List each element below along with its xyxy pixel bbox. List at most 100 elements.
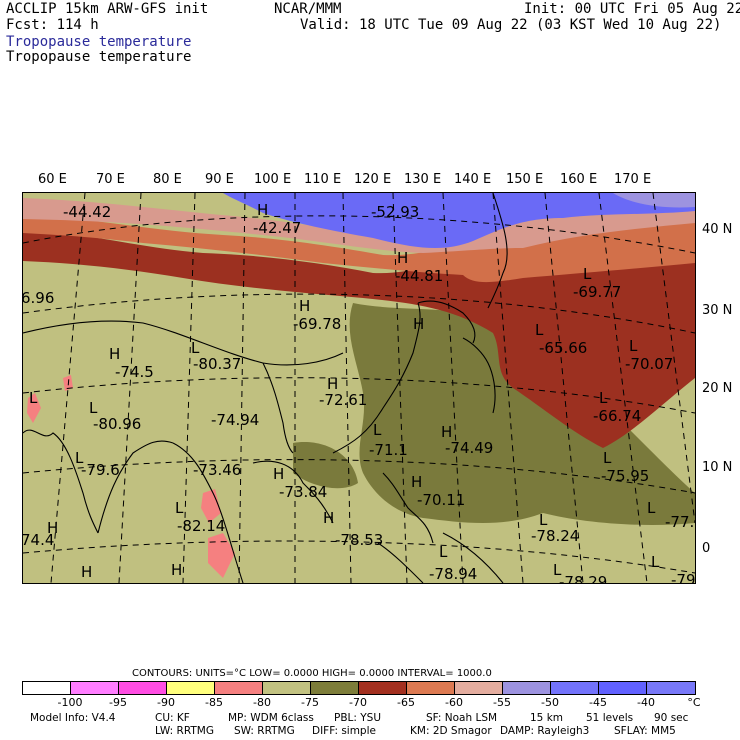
map-label: -42.47 (253, 219, 302, 237)
map-marker-l: L (583, 265, 592, 283)
graticule-lines (23, 193, 695, 583)
field-red-band (23, 228, 695, 448)
map-marker-h: H (171, 561, 183, 579)
init-time: Init: 00 UTC Fri 05 Aug 22 (524, 1, 740, 17)
map-marker-l: L (191, 339, 200, 357)
lon-label-140e: 140 E (454, 172, 492, 187)
map-marker-h: H (441, 423, 453, 441)
map-marker-l: L (599, 389, 608, 407)
footer-sw: SW: RRTMG (234, 725, 295, 737)
color-bar (22, 681, 696, 695)
colorbar-tick: -95 (109, 696, 127, 709)
map-label: -80.37 (193, 355, 242, 373)
map-label: -74.94 (211, 411, 260, 429)
lon-label-80e: 80 E (153, 172, 182, 187)
color-bin (263, 682, 311, 694)
map-label: -69.77 (573, 283, 622, 301)
map-marker-l: L (175, 499, 184, 517)
map-marker-l: L (89, 399, 98, 417)
tropopause-temperature-map: -44.42 H -42.47 -52.93 H -44.81 L -69.77… (22, 192, 696, 584)
center-title: NCAR/MMM (274, 1, 342, 17)
colorbar-tick: -70 (349, 696, 367, 709)
footer-model-info: Model Info: V4.4 (30, 712, 116, 724)
map-label: -73.46 (193, 461, 242, 479)
map-marker-l: L (75, 449, 84, 467)
field-purple-region (223, 193, 695, 249)
footer-sflay: SFLAY: MM5 (614, 725, 676, 737)
color-bin (71, 682, 119, 694)
color-bin (311, 682, 359, 694)
map-label: 6.96 (22, 289, 55, 307)
map-label: -79.6 (81, 461, 120, 479)
color-bin (599, 682, 647, 694)
map-label: -70.07 (625, 355, 674, 373)
map-label: -75.95 (601, 467, 650, 485)
color-bin (119, 682, 167, 694)
map-marker-h: H (323, 509, 335, 527)
colorbar-tick: -65 (397, 696, 415, 709)
footer-levels: 51 levels (586, 712, 634, 724)
field-dark-olive (349, 303, 695, 525)
map-label: -69.78 (293, 315, 342, 333)
map-marker-h: H (109, 345, 121, 363)
map-marker-l: L (373, 421, 382, 439)
colorbar-tick: -40 (637, 696, 655, 709)
color-bin (647, 682, 695, 694)
map-canvas (23, 193, 695, 583)
footer-diff: DIFF: simple (312, 725, 376, 737)
color-bin (23, 682, 71, 694)
map-label: -80.96 (93, 415, 142, 433)
map-marker-l: L (539, 511, 548, 529)
valid-time: Valid: 18 UTC Tue 09 Aug 22 (03 KST Wed … (300, 17, 722, 33)
map-label: -78.94 (429, 565, 478, 583)
map-marker-l: L (629, 337, 638, 355)
lon-label-160e: 160 E (560, 172, 598, 187)
map-marker-h: H (257, 201, 269, 219)
lat-label-10n: 10 N (702, 460, 733, 475)
colorbar-tick: -55 (493, 696, 511, 709)
color-bin (215, 682, 263, 694)
colorbar-tick: -90 (157, 696, 175, 709)
map-marker-h: H (299, 297, 311, 315)
footer-cu: CU: KF (155, 712, 190, 724)
map-label: 74.4 (22, 531, 55, 549)
map-marker-h: H (273, 465, 285, 483)
map-marker-l: L (651, 553, 660, 571)
map-label: -44.42 (63, 203, 112, 221)
map-label: -74.49 (445, 439, 494, 457)
map-marker-l: L (535, 321, 544, 339)
footer-damp: DAMP: Rayleigh3 (500, 725, 590, 737)
map-marker-l: L (29, 389, 38, 407)
lat-label-30n: 30 N (702, 303, 733, 318)
map-label: -77.5 (665, 513, 695, 531)
field-dark-olive-patch (293, 442, 358, 489)
color-bin (167, 682, 215, 694)
lon-label-120e: 120 E (354, 172, 392, 187)
field-title-2: Tropopause temperature (6, 49, 192, 65)
lon-label-130e: 130 E (404, 172, 442, 187)
lon-label-70e: 70 E (96, 172, 125, 187)
map-label: -82.14 (177, 517, 226, 535)
colorbar-tick: -50 (541, 696, 559, 709)
color-bin (503, 682, 551, 694)
map-marker-h: H (47, 519, 59, 537)
map-marker-h: H (327, 375, 339, 393)
lon-label-170e: 170 E (614, 172, 652, 187)
map-label: -78.53 (335, 531, 384, 549)
map-label: -66.74 (593, 407, 642, 425)
map-marker-h: H (81, 563, 93, 581)
footer-resolution: 15 km (530, 712, 564, 724)
color-bin (407, 682, 455, 694)
map-marker-h: H (413, 315, 425, 333)
map-label: -65.66 (539, 339, 588, 357)
colorbar-tick: -75 (301, 696, 319, 709)
footer-timestep: 90 sec (654, 712, 689, 724)
map-marker-l: L (647, 499, 656, 517)
lat-label-0: 0 (702, 541, 711, 556)
model-title: ACCLIP 15km ARW-GFS init (6, 1, 209, 17)
footer-mp: MP: WDM 6class (228, 712, 314, 724)
lon-label-100e: 100 E (254, 172, 292, 187)
map-label: -70.11 (417, 491, 466, 509)
map-marker-l: L (439, 543, 448, 561)
map-label: -72.61 (319, 391, 368, 409)
